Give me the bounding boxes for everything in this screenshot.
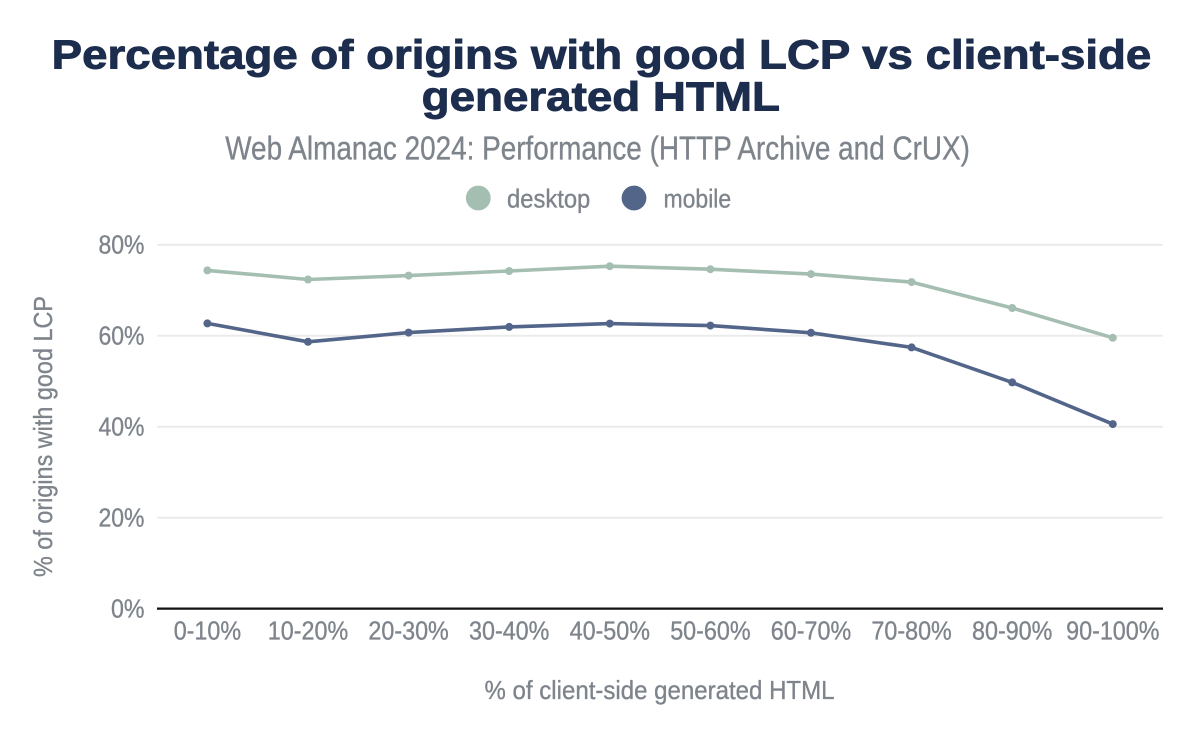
svg-text:10-20%: 10-20% [268,616,348,646]
svg-text:40-50%: 40-50% [570,616,650,646]
svg-text:50-60%: 50-60% [670,616,750,646]
svg-text:generated HTML: generated HTML [422,74,780,120]
svg-text:desktop: desktop [507,183,590,213]
svg-text:20-30%: 20-30% [368,616,448,646]
svg-text:80-90%: 80-90% [972,616,1052,646]
svg-text:% of origins with good LCP: % of origins with good LCP [28,296,58,577]
svg-text:90-100%: 90-100% [1066,616,1159,646]
svg-text:60-70%: 60-70% [771,616,851,646]
svg-text:0%: 0% [111,594,145,624]
svg-text:Web Almanac 2024: Performance: Web Almanac 2024: Performance (HTTP Arch… [225,130,970,167]
svg-text:40%: 40% [99,412,145,442]
svg-text:30-40%: 30-40% [469,616,549,646]
svg-text:20%: 20% [99,503,145,533]
svg-text:Percentage of origins with goo: Percentage of origins with good LCP vs c… [52,32,1152,78]
svg-text:70-80%: 70-80% [871,616,951,646]
svg-text:60%: 60% [99,321,145,351]
svg-text:% of client-side generated HTM: % of client-side generated HTML [485,675,835,705]
svg-text:80%: 80% [99,230,145,260]
svg-text:mobile: mobile [664,183,732,213]
svg-text:0-10%: 0-10% [174,616,241,646]
